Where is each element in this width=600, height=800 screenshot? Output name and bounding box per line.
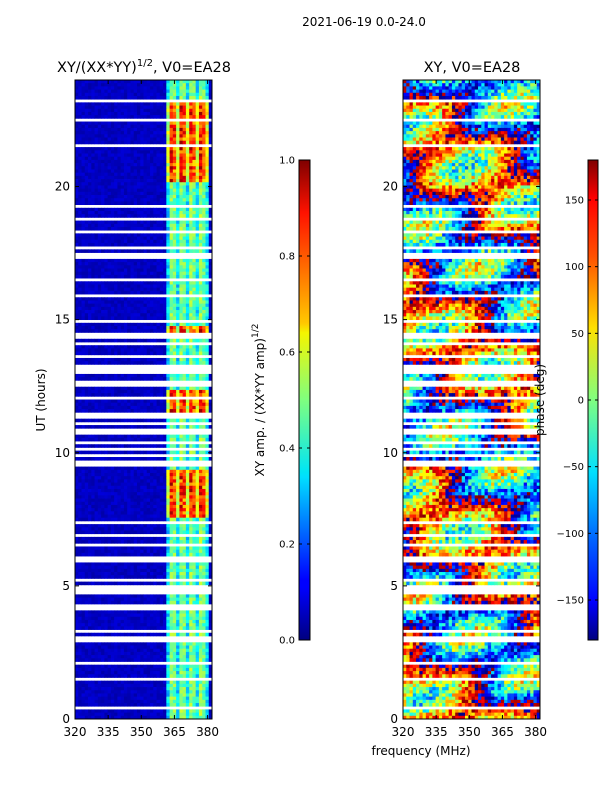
colorbar-phase-label: phase (deg) [533,364,547,436]
figure-suptitle: 2021-06-19 0.0-24.0 [302,15,426,29]
panel2-xtick-label: 365 [491,725,514,739]
panel2-xtick-label: 335 [425,725,448,739]
colorbar-amplitude-label-exp: 1/2 [251,324,261,338]
panel1-ytick-label: 0 [62,712,70,726]
panel1-xtick-label: 335 [97,725,120,739]
colorbar-amplitude [298,159,311,641]
panel2-xtick-label: 380 [524,725,547,739]
colorbar-amplitude-tick-label: 0.8 [279,252,295,263]
colorbar-phase-tick-label: 150 [565,196,584,207]
panel1-title-main: XY/(XX*YY) [57,60,137,76]
panel2-ytick-label: 15 [383,313,398,327]
panel2-ytick-label: 5 [390,579,398,593]
panel1-heatmap [75,80,213,720]
panel1-title: XY/(XX*YY)1/2, V0=EA28 [57,58,231,76]
colorbar-amplitude-tick-label: 1.0 [279,156,295,167]
panel2-ytick-label: 20 [383,180,398,194]
colorbar-amplitude-tick-label: 0.6 [279,348,295,359]
panel1-axes: 320 335 350 365 380 0 5 10 15 20 [55,79,219,739]
panel2-ytick-label: 0 [390,712,398,726]
colorbar-amplitude-ticks: 0.0 0.2 0.4 0.6 0.8 1.0 [279,156,310,647]
panel1-xtick-label: 350 [130,725,153,739]
colorbar-amplitude-tick-label: 0.2 [279,540,295,551]
panel1-ytick-label: 10 [55,446,70,460]
colorbar-phase-ticks: −150 −100 −50 0 50 100 150 [557,196,598,607]
colorbar-phase-tick-label: 0 [578,396,584,407]
panel1-xtick-label: 380 [196,725,219,739]
colorbar-amplitude-label: XY amp. / (XX*YY amp)1/2 [251,324,267,477]
panel1-xtick-label: 320 [64,725,87,739]
panel1-ytick-label: 15 [55,313,70,327]
panel1-title-exp: 1/2 [137,58,153,69]
panel2-axes: 320 335 350 365 380 0 5 10 15 20 [383,79,547,739]
panel2-title: XY, V0=EA28 [424,60,521,76]
colorbar-amplitude-tick-label: 0.4 [279,444,295,455]
colorbar-amplitude-label-main: XY amp. / (XX*YY amp) [253,338,267,476]
panel2-ytick-label: 10 [383,446,398,460]
figure-xlabel: frequency (MHz) [371,744,470,758]
panel1-frame [74,79,213,720]
panel1-ytick-label: 5 [62,579,70,593]
colorbar-amplitude-tick-label: 0.0 [279,636,295,647]
panel2-heatmap [403,80,541,720]
panel2-xtick-label: 350 [458,725,481,739]
panel1-ylabel: UT (hours) [34,368,48,431]
colorbar-phase-tick-label: −50 [563,462,584,473]
panel1-xtick-label: 365 [163,725,186,739]
panel1-title-rest: , V0=EA28 [153,60,231,76]
colorbar-phase-tick-label: 100 [565,262,584,273]
panel2-frame [402,79,541,720]
colorbar-phase-tick-label: −100 [557,529,584,540]
panel1-ytick-label: 20 [55,180,70,194]
panel2-xtick-label: 320 [392,725,415,739]
colorbar-phase-tick-label: 50 [571,329,584,340]
colorbar-phase-tick-label: −150 [557,596,584,607]
